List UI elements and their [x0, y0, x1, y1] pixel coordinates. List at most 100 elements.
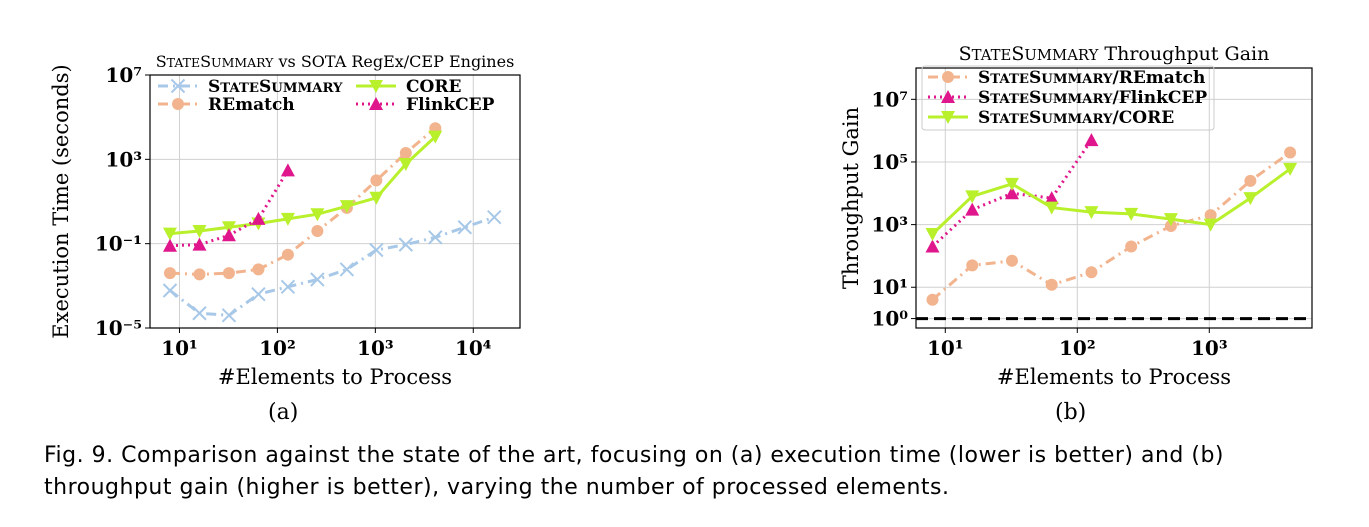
data-point — [1045, 278, 1058, 291]
data-point — [280, 279, 296, 295]
x-tick-label: 10⁴ — [455, 336, 492, 360]
data-point — [1163, 213, 1178, 227]
series-core — [162, 130, 443, 241]
y-tick-label: 10⁰ — [871, 307, 908, 331]
data-point — [399, 146, 412, 159]
y-tick-label: 10⁻¹ — [95, 232, 142, 256]
data-point — [1044, 191, 1059, 205]
legend-entry-statesummary-flinkcep: STATESUMMARY/FlinkCEP — [928, 88, 1207, 108]
legend-label: STATESUMMARY/CORE — [978, 108, 1174, 128]
data-point — [1004, 186, 1019, 200]
data-point — [398, 237, 414, 252]
y-tick-label: 10⁻⁵ — [95, 316, 142, 340]
data-point — [428, 130, 443, 144]
x-axis-label: #Elements to Process — [218, 365, 452, 389]
data-point — [370, 174, 383, 187]
y-tick-label: 10⁷ — [105, 63, 142, 87]
y-axis-label: Execution Time (seconds) — [49, 64, 73, 338]
chart-title: STATESUMMARY Throughput Gain — [959, 43, 1270, 65]
series-line — [169, 127, 437, 276]
legend-label: STATESUMMARY — [208, 77, 343, 97]
data-point — [251, 211, 266, 225]
x-tick-label: 10³ — [1191, 336, 1228, 360]
x-tick-label: 10¹ — [927, 336, 964, 360]
data-point — [966, 259, 979, 272]
data-point — [192, 237, 207, 251]
series-line — [931, 167, 1291, 236]
legend-entry-statesummary: STATESUMMARY — [158, 77, 343, 97]
data-point — [457, 220, 473, 235]
data-point — [1204, 209, 1217, 222]
legend-box — [921, 65, 1215, 131]
series-statesummary-flinkcep — [925, 133, 1099, 253]
legend-swatch-marker — [941, 111, 955, 124]
data-point — [925, 228, 940, 242]
chart-title: STATESUMMARY vs SOTA RegEx/CEP Engines — [156, 52, 515, 71]
data-point — [369, 191, 384, 205]
data-point — [280, 212, 295, 226]
data-point — [162, 283, 178, 298]
data-point — [192, 224, 207, 238]
x-tick-label: 10² — [1059, 336, 1096, 360]
data-point — [1004, 177, 1019, 191]
data-point — [163, 267, 176, 280]
y-tick-label: 10⁷ — [871, 87, 908, 111]
data-point — [310, 272, 325, 287]
y-tick-label: 10⁵ — [871, 150, 908, 174]
legend-swatch-marker — [170, 78, 186, 94]
legend-swatch-marker — [941, 90, 955, 103]
legend-entry-statesummary-core: STATESUMMARY/CORE — [928, 108, 1174, 128]
legend-label: CORE — [406, 77, 461, 97]
series-line — [931, 151, 1291, 301]
legend-label: STATESUMMARY/FlinkCEP — [978, 88, 1207, 108]
legend-swatch-marker — [369, 97, 383, 110]
data-point — [1203, 218, 1218, 232]
x-tick-label: 10¹ — [161, 336, 198, 360]
data-point — [162, 227, 177, 241]
series-statesummary — [162, 209, 502, 323]
y-tick-label: 10³ — [871, 213, 908, 237]
x-axis-label: #Elements to Process — [997, 365, 1231, 389]
data-point — [339, 200, 354, 214]
y-tick-label: 10¹ — [871, 275, 908, 299]
legend-entry-flinkcep: FlinkCEP — [356, 95, 495, 115]
plot-frame — [915, 67, 1313, 329]
data-point — [281, 248, 294, 261]
subfigure-label-a: (a) — [268, 400, 299, 425]
series-line — [169, 215, 495, 317]
data-point — [1084, 133, 1099, 147]
legend-entry-rematch: REmatch — [158, 95, 295, 115]
legend-entry-core: CORE — [356, 77, 461, 97]
subfigure-label-b: (b) — [1055, 400, 1087, 425]
data-point — [428, 230, 443, 245]
series-statesummary-rematch — [926, 146, 1297, 306]
data-point — [339, 262, 355, 277]
figure-caption: Fig. 9. Comparison against the state of … — [44, 443, 1224, 500]
x-tick-label: 10³ — [357, 336, 394, 360]
data-point — [310, 208, 325, 222]
data-point — [1124, 207, 1139, 221]
data-point — [1243, 192, 1258, 206]
data-point — [192, 306, 207, 321]
data-point — [1085, 266, 1098, 279]
data-point — [221, 228, 236, 242]
chart-throughput-gain: 10¹ 10² 10³ 10⁰ 10¹ 10³ 10⁵ 10⁷ STATESUMMARY Thr… — [839, 43, 1313, 389]
data-point — [221, 308, 237, 323]
y-axis-label: Throughput Gain — [839, 107, 863, 289]
series-line — [169, 135, 437, 236]
data-point — [965, 202, 980, 216]
data-point — [280, 163, 295, 177]
data-point — [252, 263, 265, 276]
data-point — [926, 293, 939, 306]
data-point — [1005, 254, 1018, 267]
series-rematch — [163, 122, 442, 281]
legend-label: STATESUMMARY/REmatch — [978, 68, 1205, 88]
data-point — [965, 190, 980, 204]
data-point — [193, 268, 206, 281]
data-point — [1125, 240, 1138, 253]
data-point — [162, 238, 177, 252]
data-point — [1044, 201, 1059, 215]
data-point — [1084, 206, 1099, 220]
